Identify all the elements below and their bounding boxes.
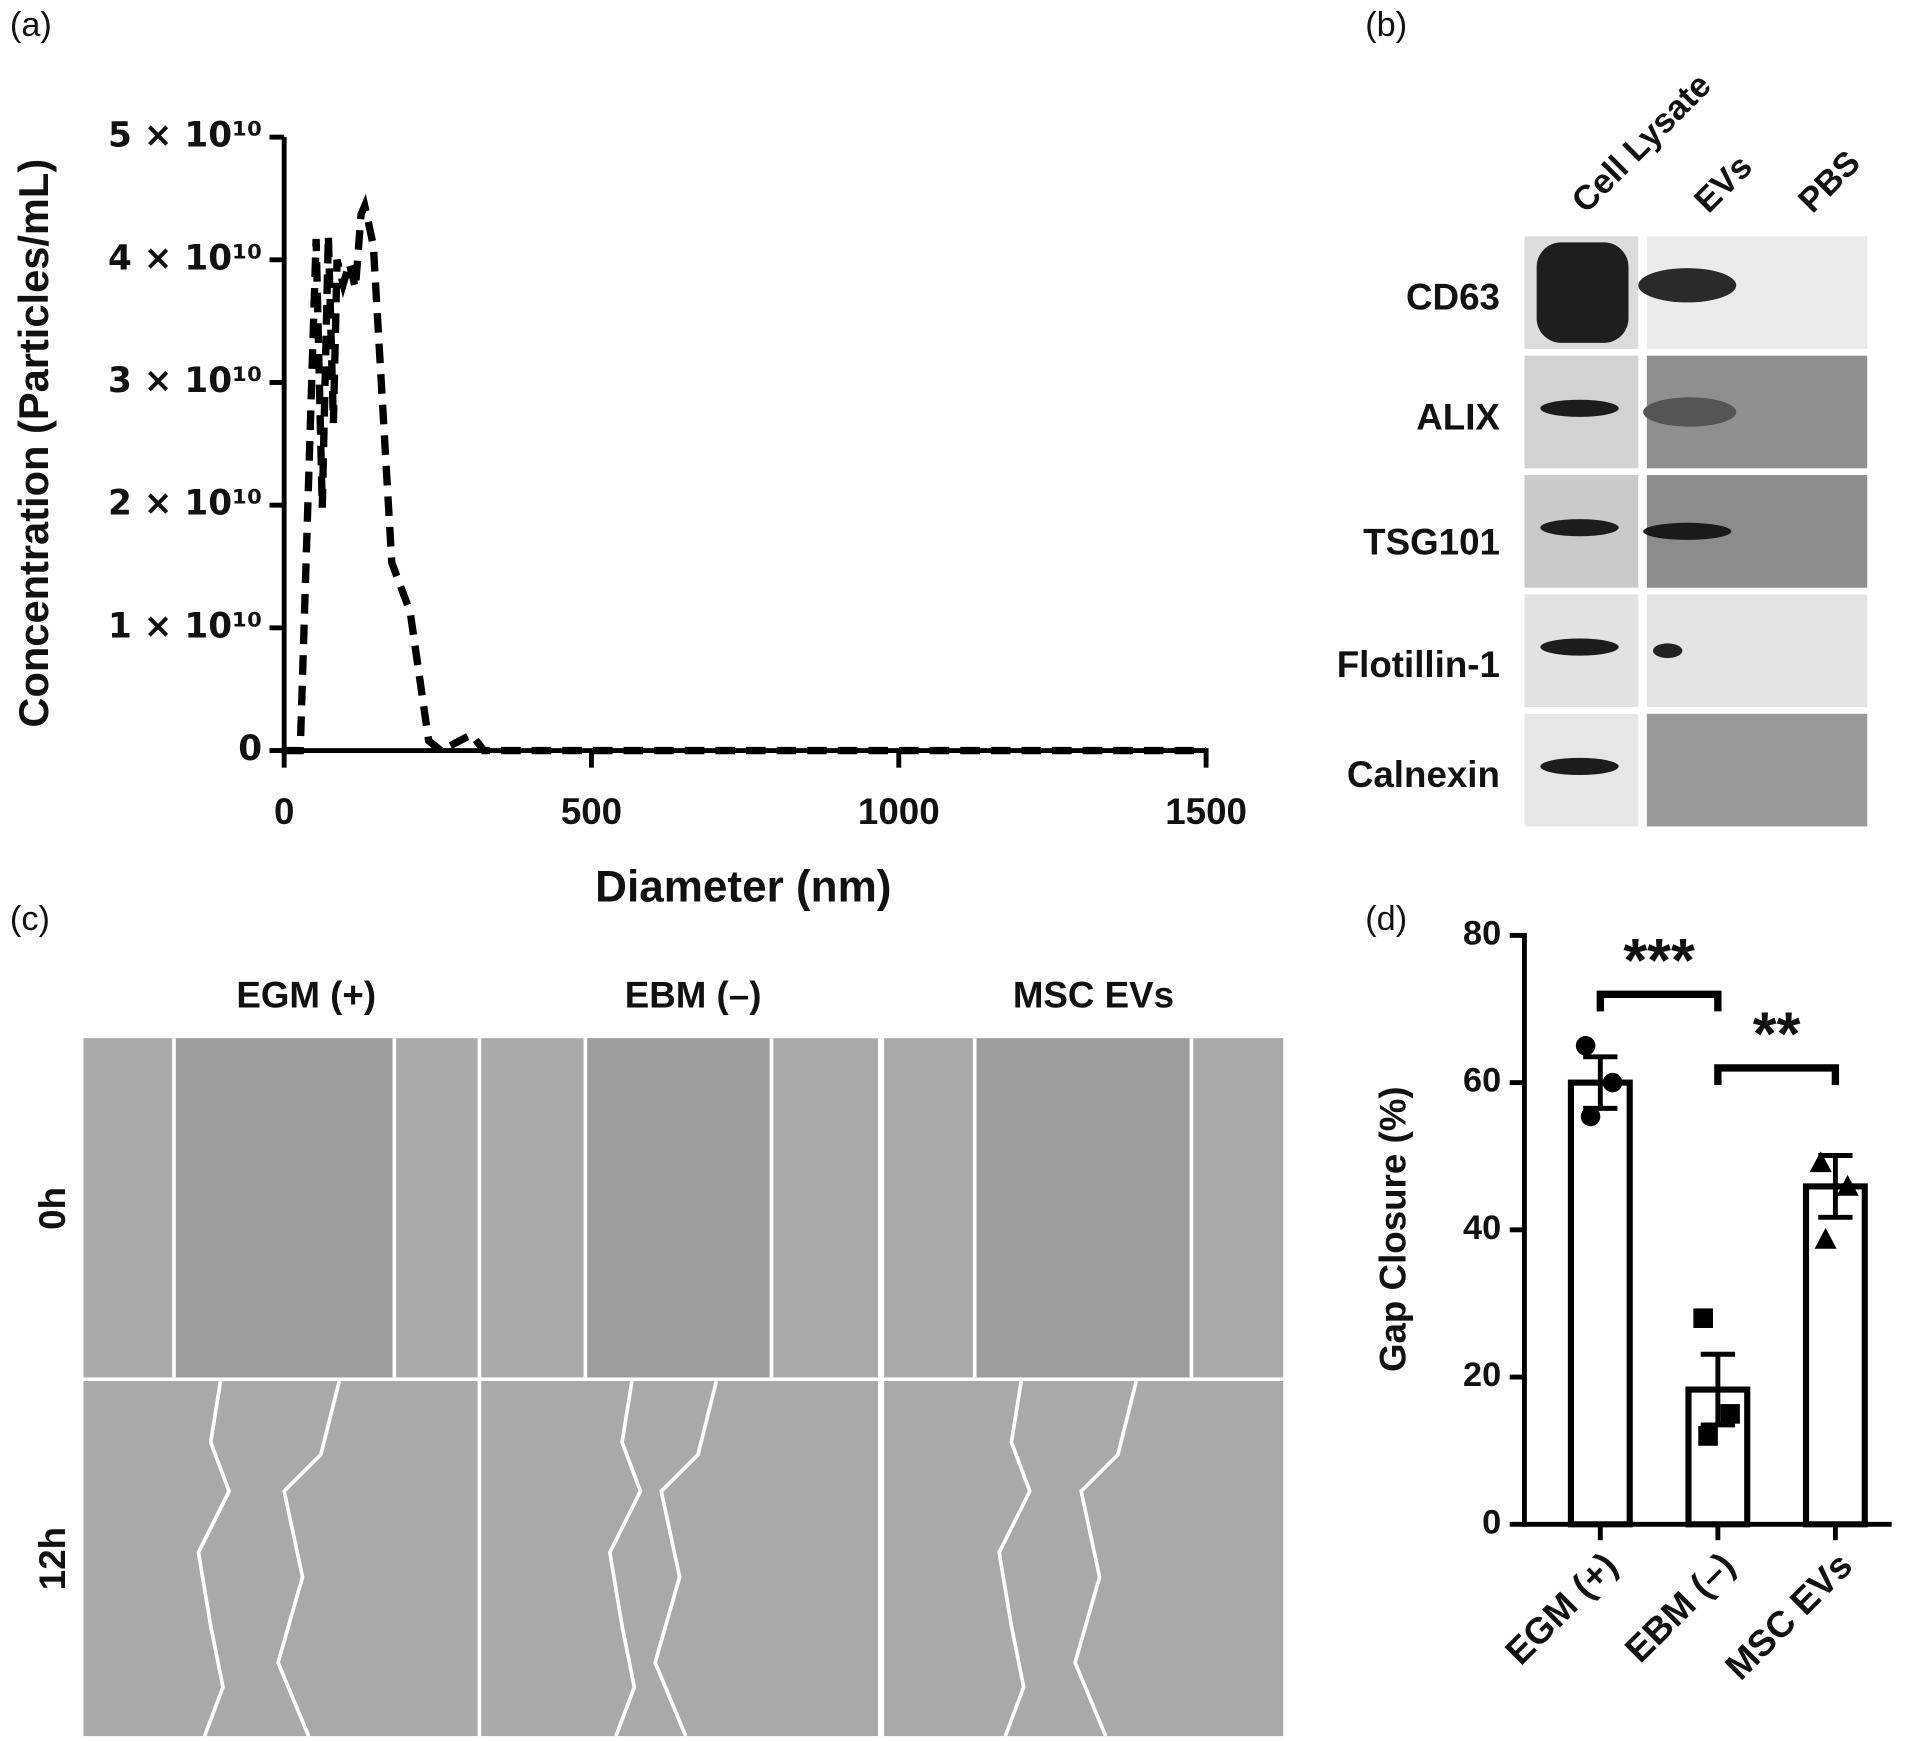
bar xyxy=(1567,1079,1633,1528)
data-point xyxy=(1693,1308,1713,1328)
data-point xyxy=(1575,1036,1596,1056)
x-tick-label: 500 xyxy=(561,791,622,832)
x-tick-label: 1500 xyxy=(1165,791,1247,832)
data-point xyxy=(1836,1174,1859,1196)
data-point xyxy=(1720,1404,1740,1424)
blot-band xyxy=(1638,268,1737,303)
y-axis-label: Gap Closure (%) xyxy=(1373,1086,1414,1372)
x-tick-label: 0 xyxy=(274,791,294,832)
scratch-gap xyxy=(585,1038,772,1378)
panel-label: (c) xyxy=(10,900,50,938)
significance-bracket xyxy=(1714,1064,1840,1086)
data-point xyxy=(1698,1426,1718,1446)
blot-band xyxy=(1540,638,1619,656)
blot-ev-lane xyxy=(1646,713,1868,827)
x-tick-label: 1000 xyxy=(858,791,940,832)
y-tick-label: 1 × 10¹⁰ xyxy=(108,606,262,646)
blot-band xyxy=(1540,519,1619,537)
data-point xyxy=(1580,1106,1601,1127)
panel-label: (d) xyxy=(1365,900,1407,938)
y-tick-label: 4 × 10¹⁰ xyxy=(108,238,262,278)
blot-ev-lane xyxy=(1646,594,1868,708)
blot-band xyxy=(1643,522,1732,540)
panel-label: (a) xyxy=(10,6,52,44)
significance-label: *** xyxy=(1623,926,1695,994)
y-tick-label: 20 xyxy=(1463,1356,1501,1394)
blot-row-label: CD63 xyxy=(1406,277,1500,318)
scratch-column-label: EBM (–) xyxy=(625,975,762,1016)
wound-edge xyxy=(1073,1380,1139,1737)
error-bar xyxy=(1700,1351,1736,1428)
scratch-row-label: 0h xyxy=(32,1187,73,1230)
panel-label: (b) xyxy=(1365,6,1407,44)
blot-band xyxy=(1540,399,1619,417)
blot-row-label: Calnexin xyxy=(1347,754,1500,795)
blot-row-label: ALIX xyxy=(1416,397,1500,438)
x-tick-label: MSC EVs xyxy=(1717,1545,1860,1688)
data-point xyxy=(1814,1227,1837,1249)
scratch-row-label: 12h xyxy=(32,1527,73,1590)
y-tick-label: 2 × 10¹⁰ xyxy=(108,484,262,524)
data-point xyxy=(1809,1151,1832,1173)
y-tick-label: 0 xyxy=(1482,1503,1501,1541)
micrograph xyxy=(83,1381,478,1737)
scratch-gap xyxy=(173,1038,395,1378)
blot-column-label: PBS xyxy=(1791,144,1868,221)
wound-edge xyxy=(997,1380,1032,1737)
micrograph xyxy=(481,1381,878,1737)
y-axis-label: Concentration (Particles/mL) xyxy=(10,159,57,728)
wound-edge xyxy=(196,1380,232,1737)
y-tick-label: 40 xyxy=(1463,1209,1501,1247)
x-axis-label: Diameter (nm) xyxy=(595,863,891,912)
blot-band xyxy=(1652,643,1683,659)
blot-row-label: Flotillin-1 xyxy=(1337,644,1500,685)
blot-band xyxy=(1643,397,1737,427)
y-tick-label: 60 xyxy=(1463,1062,1501,1100)
error-bar xyxy=(1818,1153,1853,1220)
wound-edge xyxy=(653,1380,719,1737)
scratch-column-label: MSC EVs xyxy=(1013,975,1174,1016)
wound-edge xyxy=(607,1380,643,1737)
blot-column-label: EVs xyxy=(1687,148,1760,221)
data-point xyxy=(1602,1072,1623,1093)
blot-row-label: TSG101 xyxy=(1363,522,1500,563)
y-tick-label: 5 × 10¹⁰ xyxy=(108,116,262,156)
wound-edge xyxy=(276,1380,342,1737)
significance-label: ** xyxy=(1753,1000,1801,1068)
y-tick-label: 80 xyxy=(1463,914,1501,952)
blot-band xyxy=(1540,757,1619,776)
x-tick-label: EGM (+) xyxy=(1497,1545,1625,1673)
blot-band xyxy=(1536,242,1629,343)
data-line xyxy=(284,193,1207,755)
y-tick-label: 3 × 10¹⁰ xyxy=(108,361,262,401)
bar xyxy=(1802,1183,1868,1528)
scratch-column-label: EGM (+) xyxy=(236,975,376,1016)
significance-bracket xyxy=(1596,990,1722,1012)
y-tick-label: 0 xyxy=(238,729,262,769)
scratch-gap xyxy=(974,1038,1192,1378)
micrograph xyxy=(884,1381,1284,1737)
